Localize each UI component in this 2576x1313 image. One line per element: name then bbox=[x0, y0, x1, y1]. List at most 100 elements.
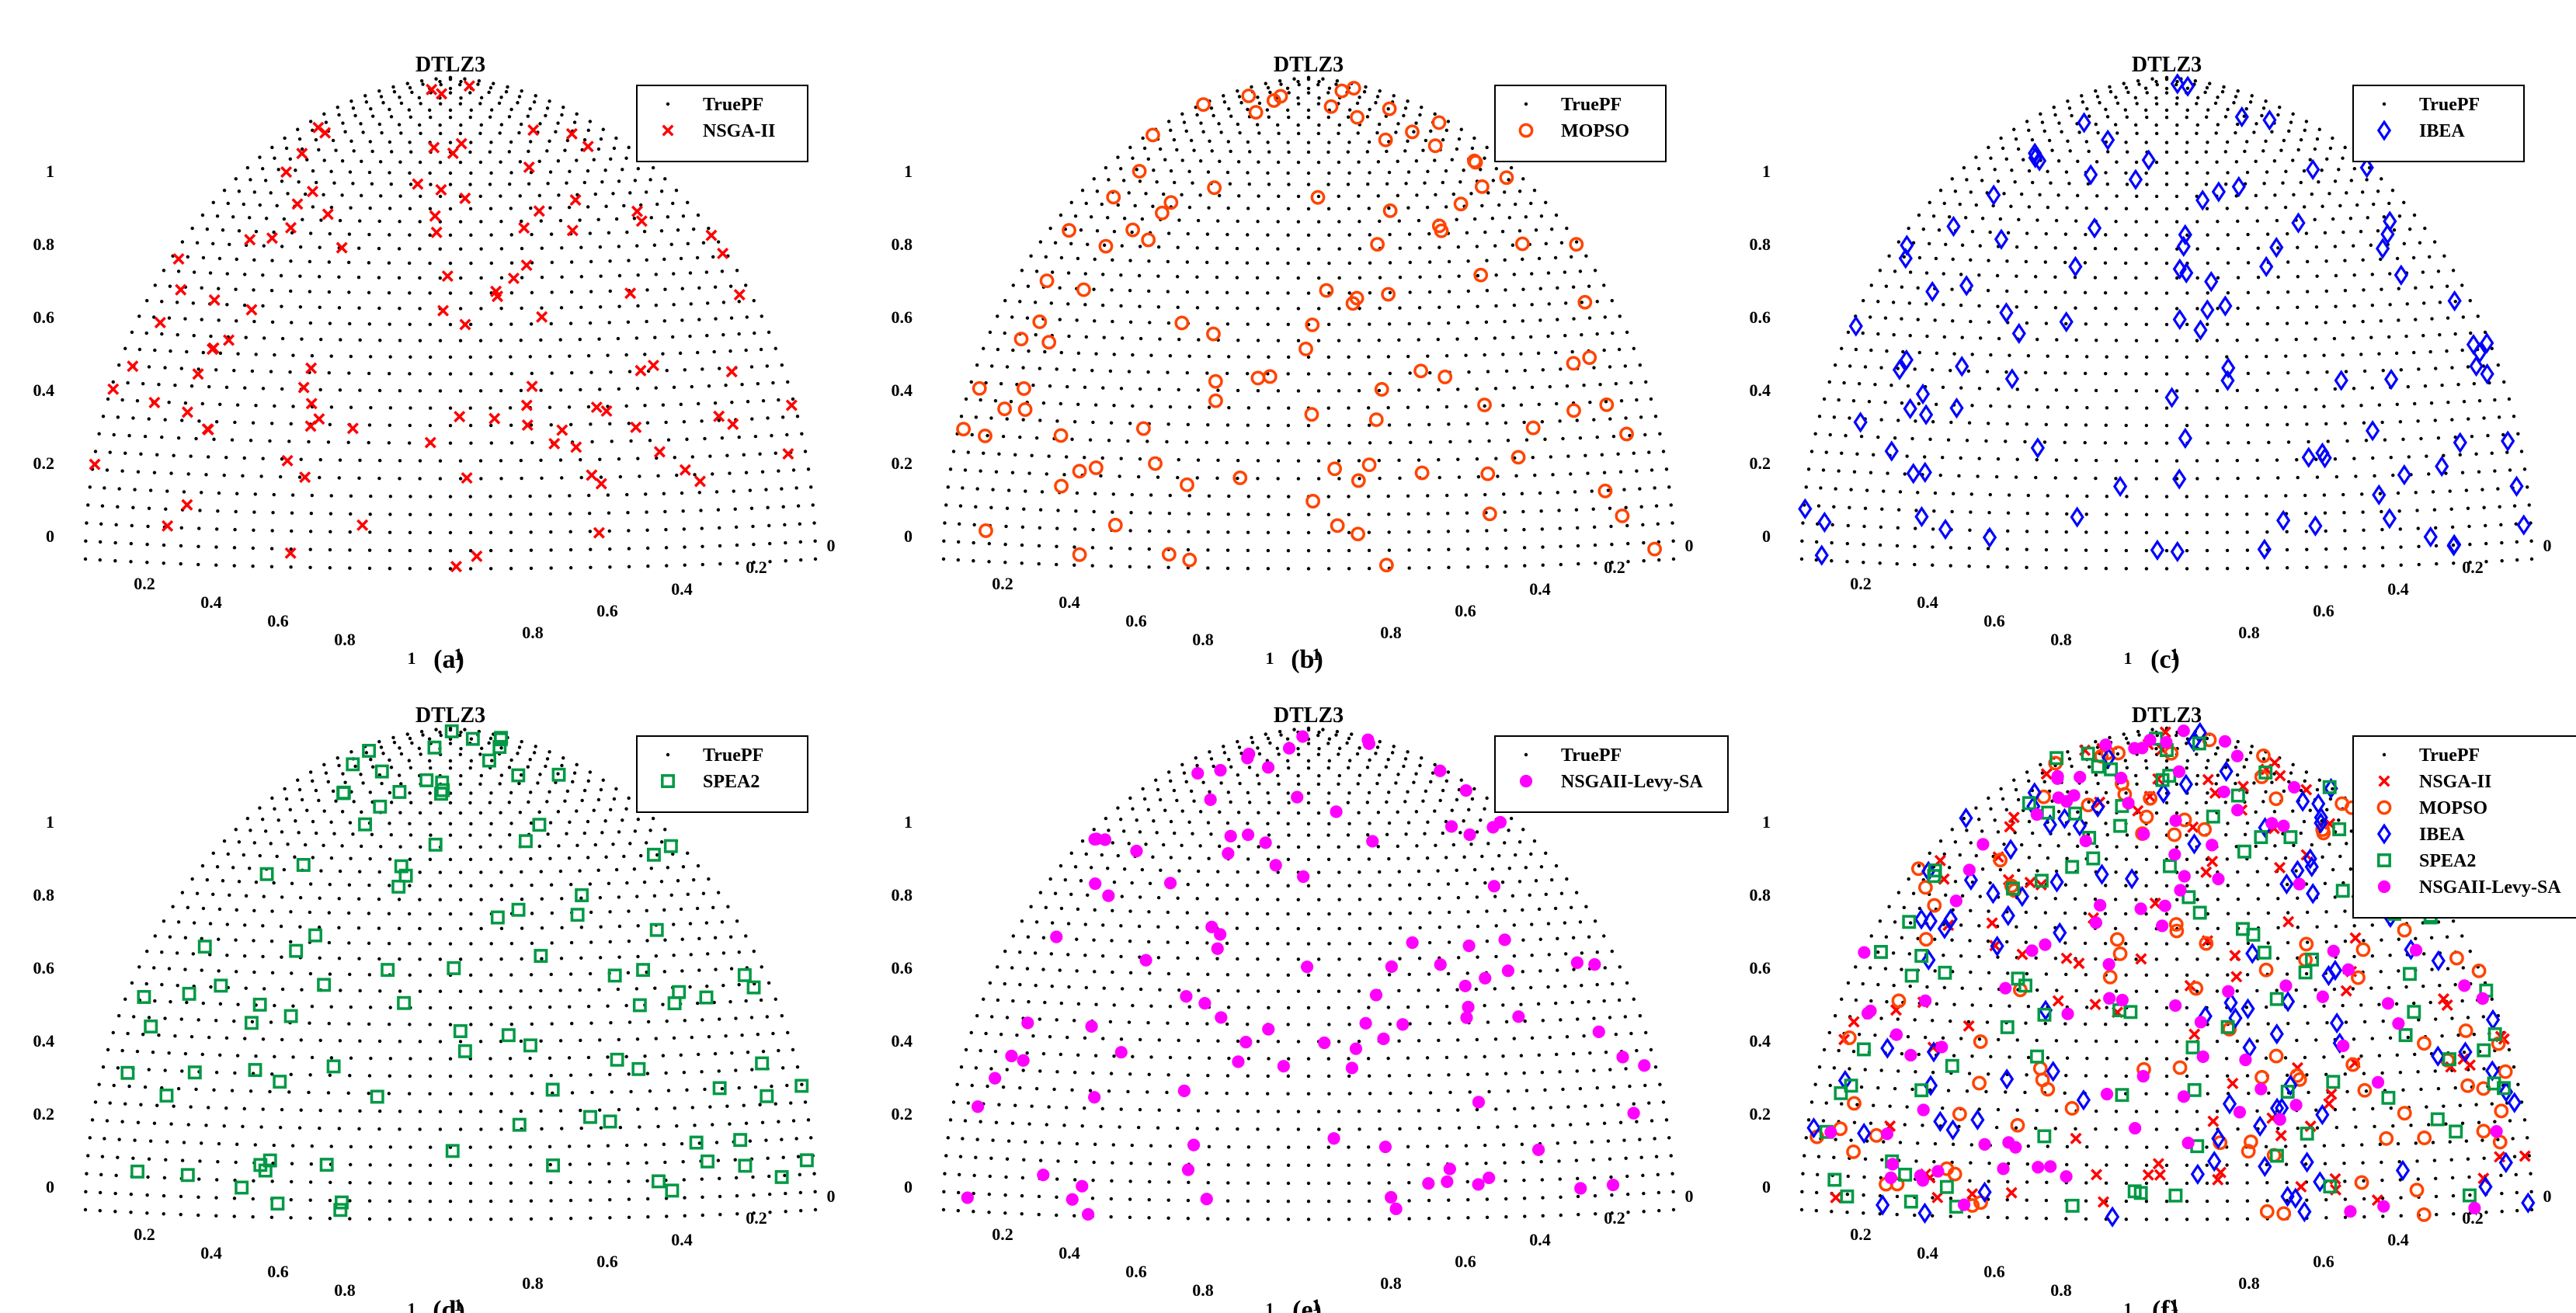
truepf-point bbox=[1952, 352, 1956, 356]
truepf-point bbox=[1509, 165, 1514, 170]
truepf-point bbox=[520, 89, 523, 93]
truepf-point bbox=[1980, 179, 1984, 182]
truepf-point bbox=[1642, 540, 1646, 545]
truepf-point bbox=[589, 422, 593, 426]
truepf-point bbox=[328, 1217, 332, 1221]
truepf-point bbox=[389, 832, 393, 837]
truepf-point bbox=[117, 1138, 121, 1141]
truepf-point bbox=[408, 942, 412, 946]
truepf-point bbox=[588, 882, 593, 886]
truepf-point bbox=[1987, 145, 1990, 150]
truepf-point bbox=[1010, 471, 1015, 474]
truepf-point bbox=[232, 1197, 237, 1200]
truepf-point bbox=[549, 566, 553, 570]
truepf-point bbox=[1021, 418, 1025, 422]
truepf-point bbox=[1198, 193, 1202, 197]
truepf-point bbox=[408, 423, 412, 428]
truepf-point bbox=[753, 1085, 758, 1089]
truepf-point bbox=[672, 303, 676, 307]
truepf-point bbox=[987, 560, 991, 564]
truepf-point bbox=[2185, 141, 2189, 144]
truepf-point bbox=[548, 494, 552, 498]
truepf-point bbox=[1978, 244, 1982, 248]
truepf-point bbox=[2397, 509, 2401, 513]
truepf-point bbox=[2388, 303, 2392, 307]
truepf-point bbox=[682, 1178, 687, 1182]
truepf-point bbox=[1571, 285, 1576, 289]
truepf-point bbox=[548, 790, 551, 794]
truepf-point bbox=[568, 321, 573, 325]
truepf-point bbox=[1346, 801, 1351, 804]
truepf-point bbox=[2442, 254, 2446, 258]
data-point bbox=[1041, 335, 1057, 350]
truepf-point bbox=[2185, 182, 2188, 186]
truepf-point bbox=[235, 319, 238, 323]
truepf-point bbox=[1250, 741, 1255, 745]
data-point bbox=[717, 247, 729, 259]
x-tick-label: 0.8 bbox=[1192, 630, 1214, 649]
data-point bbox=[566, 224, 579, 237]
data-point bbox=[1107, 517, 1123, 533]
truepf-point bbox=[509, 941, 514, 946]
truepf-point bbox=[1195, 306, 1200, 310]
truepf-point bbox=[171, 905, 175, 908]
truepf-point bbox=[2164, 86, 2169, 91]
truepf-point bbox=[614, 867, 619, 872]
truepf-point bbox=[130, 981, 134, 985]
truepf-point bbox=[767, 1174, 771, 1179]
truepf-point bbox=[2516, 432, 2520, 436]
z-tick-label: 0.4 bbox=[892, 380, 913, 400]
truepf-point bbox=[241, 474, 245, 478]
truepf-point bbox=[617, 1037, 621, 1042]
truepf-point bbox=[86, 503, 90, 507]
truepf-point bbox=[2027, 168, 2032, 173]
truepf-point bbox=[270, 971, 275, 975]
truepf-point bbox=[1455, 147, 1459, 151]
truepf-point bbox=[1090, 368, 1094, 373]
truepf-point bbox=[2225, 423, 2230, 427]
truepf-point bbox=[1236, 160, 1241, 164]
truepf-point bbox=[2134, 339, 2139, 342]
truepf-point bbox=[1306, 512, 1311, 516]
truepf-point bbox=[550, 911, 554, 915]
truepf-point bbox=[575, 762, 579, 767]
truepf-point bbox=[1846, 330, 1851, 335]
truepf-point bbox=[1292, 728, 1296, 731]
truepf-point bbox=[1111, 510, 1114, 514]
truepf-point bbox=[147, 1157, 151, 1161]
truepf-point bbox=[760, 1120, 765, 1124]
truepf-point bbox=[468, 406, 472, 410]
truepf-point bbox=[1149, 405, 1153, 408]
truepf-point bbox=[1266, 791, 1270, 795]
truepf-point bbox=[367, 261, 371, 265]
truepf-point bbox=[2255, 338, 2259, 342]
truepf-point bbox=[2133, 96, 2138, 100]
truepf-point bbox=[438, 194, 443, 199]
truepf-point bbox=[2428, 349, 2432, 354]
truepf-point bbox=[226, 201, 230, 206]
truepf-point bbox=[2324, 565, 2328, 569]
data-point bbox=[1427, 138, 1443, 154]
truepf-point bbox=[319, 337, 323, 342]
truepf-point bbox=[186, 255, 190, 259]
truepf-point bbox=[1237, 745, 1242, 749]
data-point bbox=[511, 768, 526, 783]
truepf-point bbox=[604, 855, 608, 859]
data-point bbox=[600, 405, 613, 417]
truepf-point bbox=[1236, 476, 1239, 481]
truepf-point bbox=[232, 564, 236, 568]
truepf-point bbox=[1494, 304, 1498, 308]
truepf-point bbox=[713, 1051, 718, 1056]
truepf-point bbox=[2064, 170, 2069, 174]
truepf-point bbox=[192, 921, 196, 925]
truepf-point bbox=[655, 202, 659, 207]
truepf-point bbox=[1933, 318, 1937, 322]
truepf-point bbox=[2143, 86, 2148, 90]
truepf-point bbox=[469, 108, 474, 113]
truepf-point bbox=[1540, 419, 1545, 424]
truepf-point bbox=[1913, 562, 1917, 567]
truepf-point bbox=[1916, 318, 1920, 321]
truepf-point bbox=[1827, 380, 1831, 384]
truepf-point bbox=[398, 477, 402, 481]
data-point bbox=[445, 1144, 460, 1158]
